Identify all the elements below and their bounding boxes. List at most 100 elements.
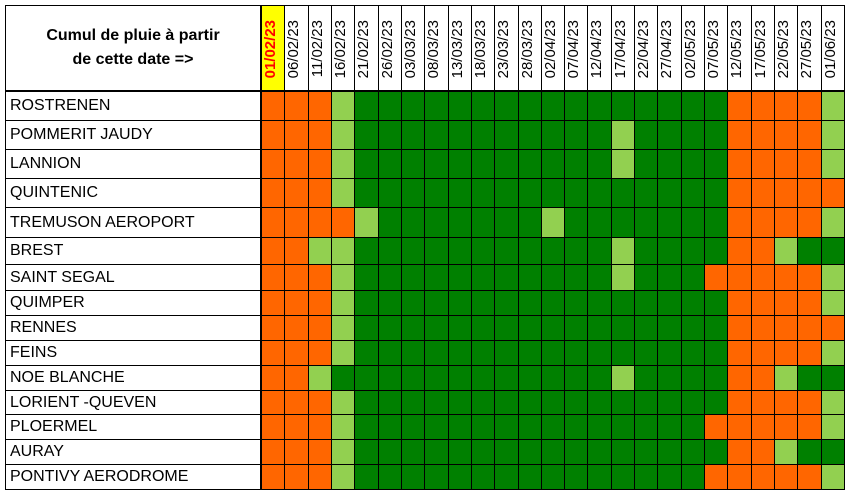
rain-cell xyxy=(494,315,519,341)
rain-cell xyxy=(400,439,426,465)
station-name: AURAY xyxy=(5,439,261,465)
rain-cell xyxy=(377,120,402,150)
rain-cell xyxy=(610,91,636,121)
rain-cell xyxy=(680,264,706,291)
date-header: 01/06/23 xyxy=(820,5,845,91)
rain-cell xyxy=(261,91,286,121)
rain-cell xyxy=(494,464,519,490)
rain-cell xyxy=(330,390,356,415)
rain-cell xyxy=(587,264,612,291)
rain-cell xyxy=(400,464,426,490)
rain-cell xyxy=(750,439,776,465)
rain-cell xyxy=(727,464,752,490)
date-header: 22/05/23 xyxy=(774,5,799,91)
rain-cell xyxy=(750,464,776,490)
rain-cell xyxy=(517,149,542,179)
rain-cell xyxy=(424,91,449,121)
rain-cell xyxy=(400,91,426,121)
rain-cell xyxy=(284,149,309,179)
rain-cell xyxy=(470,464,496,490)
rain-cell xyxy=(307,178,332,208)
rain-cell xyxy=(377,340,402,366)
rain-cell xyxy=(400,414,426,440)
rain-cell xyxy=(564,91,589,121)
rain-cell xyxy=(494,390,519,415)
rain-cell xyxy=(797,207,822,238)
rain-cell xyxy=(774,120,799,150)
date-label: 12/04/23 xyxy=(588,19,606,79)
rain-cell xyxy=(307,390,332,415)
date-header: 02/04/23 xyxy=(540,5,566,91)
rain-cell xyxy=(797,264,822,291)
rain-cell xyxy=(400,290,426,316)
rain-cell xyxy=(610,439,636,465)
date-label: 01/02/23 xyxy=(262,19,279,79)
rain-cell xyxy=(284,464,309,490)
rain-cell xyxy=(377,207,402,238)
rain-cell xyxy=(634,464,659,490)
station-name: PLOERMEL xyxy=(5,414,261,440)
rain-cell xyxy=(820,315,845,341)
rain-cell xyxy=(330,414,356,440)
rain-cell xyxy=(680,340,706,366)
rain-cell xyxy=(564,439,589,465)
rain-cell xyxy=(377,390,402,415)
rain-cell xyxy=(494,439,519,465)
rain-cell xyxy=(261,264,286,291)
station-name: NOE BLANCHE xyxy=(5,365,261,391)
date-label: 22/05/23 xyxy=(775,19,793,79)
rain-cell xyxy=(797,178,822,208)
rain-cell xyxy=(750,120,776,150)
rain-cell xyxy=(820,149,845,179)
date-label: 27/04/23 xyxy=(658,19,676,79)
rain-cell xyxy=(774,439,799,465)
rain-cell xyxy=(704,237,729,265)
rain-cell xyxy=(540,237,566,265)
rain-cell xyxy=(680,237,706,265)
rain-cell xyxy=(774,315,799,341)
rain-cell xyxy=(797,390,822,415)
rain-cell xyxy=(494,178,519,208)
rain-cell xyxy=(634,390,659,415)
rain-cell xyxy=(610,178,636,208)
rain-cell xyxy=(400,120,426,150)
date-header: 12/04/23 xyxy=(587,5,612,91)
rain-cell xyxy=(470,178,496,208)
rain-cell xyxy=(704,120,729,150)
title-line: Cumul de pluie à partir xyxy=(46,27,220,44)
rain-cell xyxy=(820,264,845,291)
rain-cell xyxy=(610,264,636,291)
date-header: 21/02/23 xyxy=(354,5,379,91)
rain-cell xyxy=(797,365,822,391)
rain-cell xyxy=(587,178,612,208)
rain-cell xyxy=(727,120,752,150)
rain-cell xyxy=(564,237,589,265)
rain-cell xyxy=(774,149,799,179)
rain-cell xyxy=(587,237,612,265)
rain-cell xyxy=(517,365,542,391)
rain-cell xyxy=(774,340,799,366)
header-title: Cumul de pluie à partir de cette date => xyxy=(5,5,261,91)
rain-cell xyxy=(400,237,426,265)
date-header: 03/03/23 xyxy=(400,5,426,91)
rain-cell xyxy=(610,149,636,179)
rain-cell xyxy=(727,149,752,179)
rain-cell xyxy=(610,120,636,150)
rain-cell xyxy=(330,315,356,341)
rain-cell xyxy=(470,149,496,179)
rain-cell xyxy=(447,365,472,391)
rain-cell xyxy=(564,390,589,415)
rain-cell xyxy=(564,178,589,208)
rain-cell xyxy=(750,315,776,341)
rain-cell xyxy=(540,439,566,465)
date-label: 06/02/23 xyxy=(285,19,303,79)
station-name: QUINTENIC xyxy=(5,178,261,208)
rain-cell xyxy=(680,414,706,440)
station-name: LANNION xyxy=(5,149,261,179)
rain-cell xyxy=(424,340,449,366)
rain-cell xyxy=(540,264,566,291)
date-label: 03/03/23 xyxy=(401,19,419,79)
rain-cell xyxy=(564,315,589,341)
rain-cell xyxy=(587,414,612,440)
rain-cell xyxy=(564,207,589,238)
